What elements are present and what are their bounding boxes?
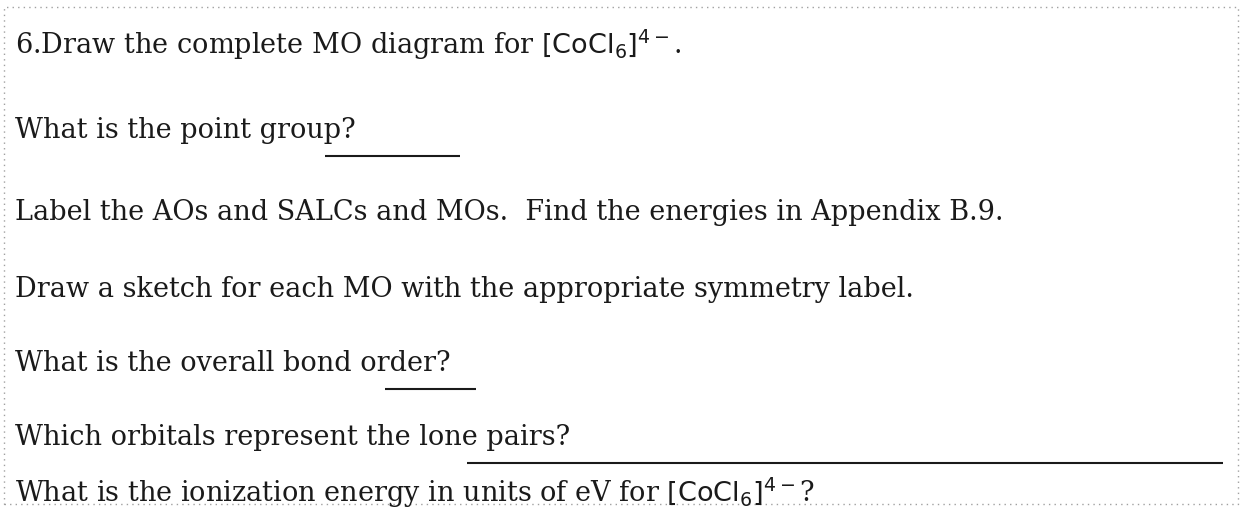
Text: What is the overall bond order?: What is the overall bond order? (15, 350, 451, 377)
Text: What is the ionization energy in units of eV for $[\mathrm{CoCl}_6]^{4-}$?: What is the ionization energy in units o… (15, 475, 815, 510)
Text: Which orbitals represent the lone pairs?: Which orbitals represent the lone pairs? (15, 424, 570, 452)
Text: 6.Draw the complete MO diagram for $[\mathrm{CoCl}_6]^{4-}$.: 6.Draw the complete MO diagram for $[\ma… (15, 27, 682, 62)
Text: Draw a sketch for each MO with the appropriate symmetry label.: Draw a sketch for each MO with the appro… (15, 276, 914, 303)
Text: Label the AOs and SALCs and MOs.  Find the energies in Appendix B.9.: Label the AOs and SALCs and MOs. Find th… (15, 199, 1004, 226)
Text: What is the point group?: What is the point group? (15, 117, 355, 144)
